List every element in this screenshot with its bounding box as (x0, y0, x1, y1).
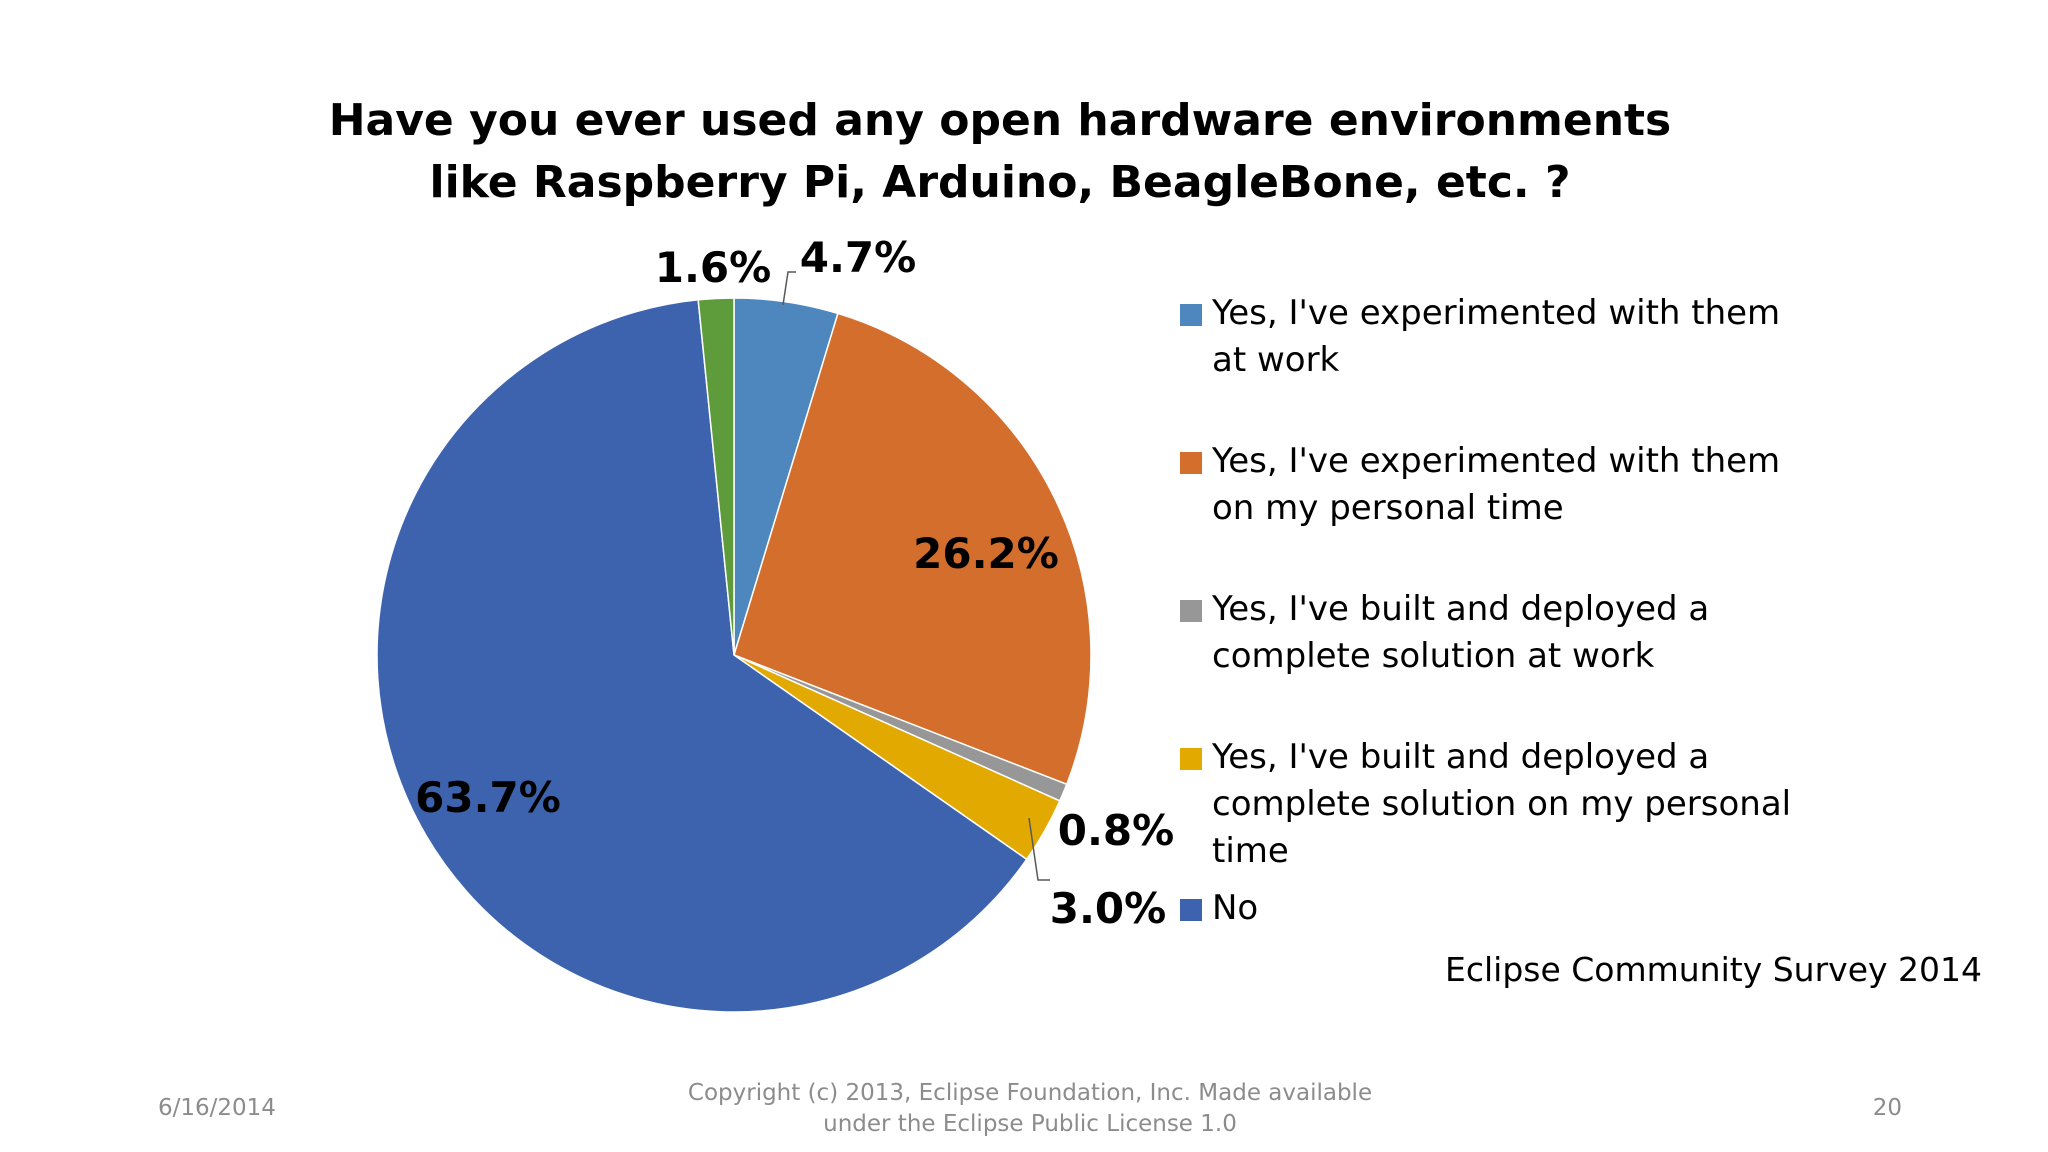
leader-line-work-experiment (782, 271, 796, 306)
pie-slice-no (376, 298, 1028, 1013)
copyright-line-2: under the Eclipse Public License 1.0 (823, 1111, 1237, 1137)
data-label-no: 63.7% (415, 773, 561, 822)
legend-item: Yes, I've built and deployed a complete … (1180, 734, 1800, 875)
legend-label: Yes, I've built and deployed a complete … (1212, 737, 1792, 871)
leader-line-personal-deployed (1028, 817, 1050, 881)
legend-swatch (1180, 600, 1202, 622)
footer-date: 6/16/2014 (158, 1095, 276, 1121)
source-note: Eclipse Community Survey 2014 (1444, 950, 1982, 989)
footer-page-number: 20 (1872, 1095, 1902, 1121)
legend-item: Yes, I've built and deployed a complete … (1180, 586, 1800, 680)
legend-label: Yes, I've experimented with them at work (1212, 293, 1781, 380)
legend-swatch (1180, 748, 1202, 770)
pie-slice-other (697, 297, 735, 656)
data-label-work-deployed: 0.8% (1058, 806, 1174, 855)
legend-item: Yes, I've experimented with them on my p… (1180, 438, 1800, 532)
data-label-other: 1.6% (655, 243, 771, 292)
legend-label: Yes, I've built and deployed a complete … (1212, 589, 1710, 676)
legend-swatch (1180, 452, 1202, 474)
legend-label: No (1212, 888, 1259, 928)
legend: Yes, I've experimented with them at work… (1180, 290, 1800, 932)
legend-swatch (1180, 304, 1202, 326)
legend-label: Yes, I've experimented with them on my p… (1212, 441, 1781, 528)
footer-copyright: Copyright (c) 2013, Eclipse Foundation, … (680, 1078, 1380, 1140)
copyright-line-1: Copyright (c) 2013, Eclipse Foundation, … (687, 1080, 1373, 1106)
data-label-personal-deployed: 3.0% (1050, 884, 1166, 933)
pie-slice-personal-experiment (733, 312, 1092, 786)
data-label-personal-experiment: 26.2% (913, 529, 1059, 578)
legend-item: No (1180, 885, 1800, 932)
data-label-work-experiment: 4.7% (800, 233, 916, 282)
legend-item: Yes, I've experimented with them at work (1180, 290, 1800, 384)
chart-title: Have you ever used any open hardware env… (328, 95, 1672, 208)
legend-swatch (1180, 899, 1202, 921)
